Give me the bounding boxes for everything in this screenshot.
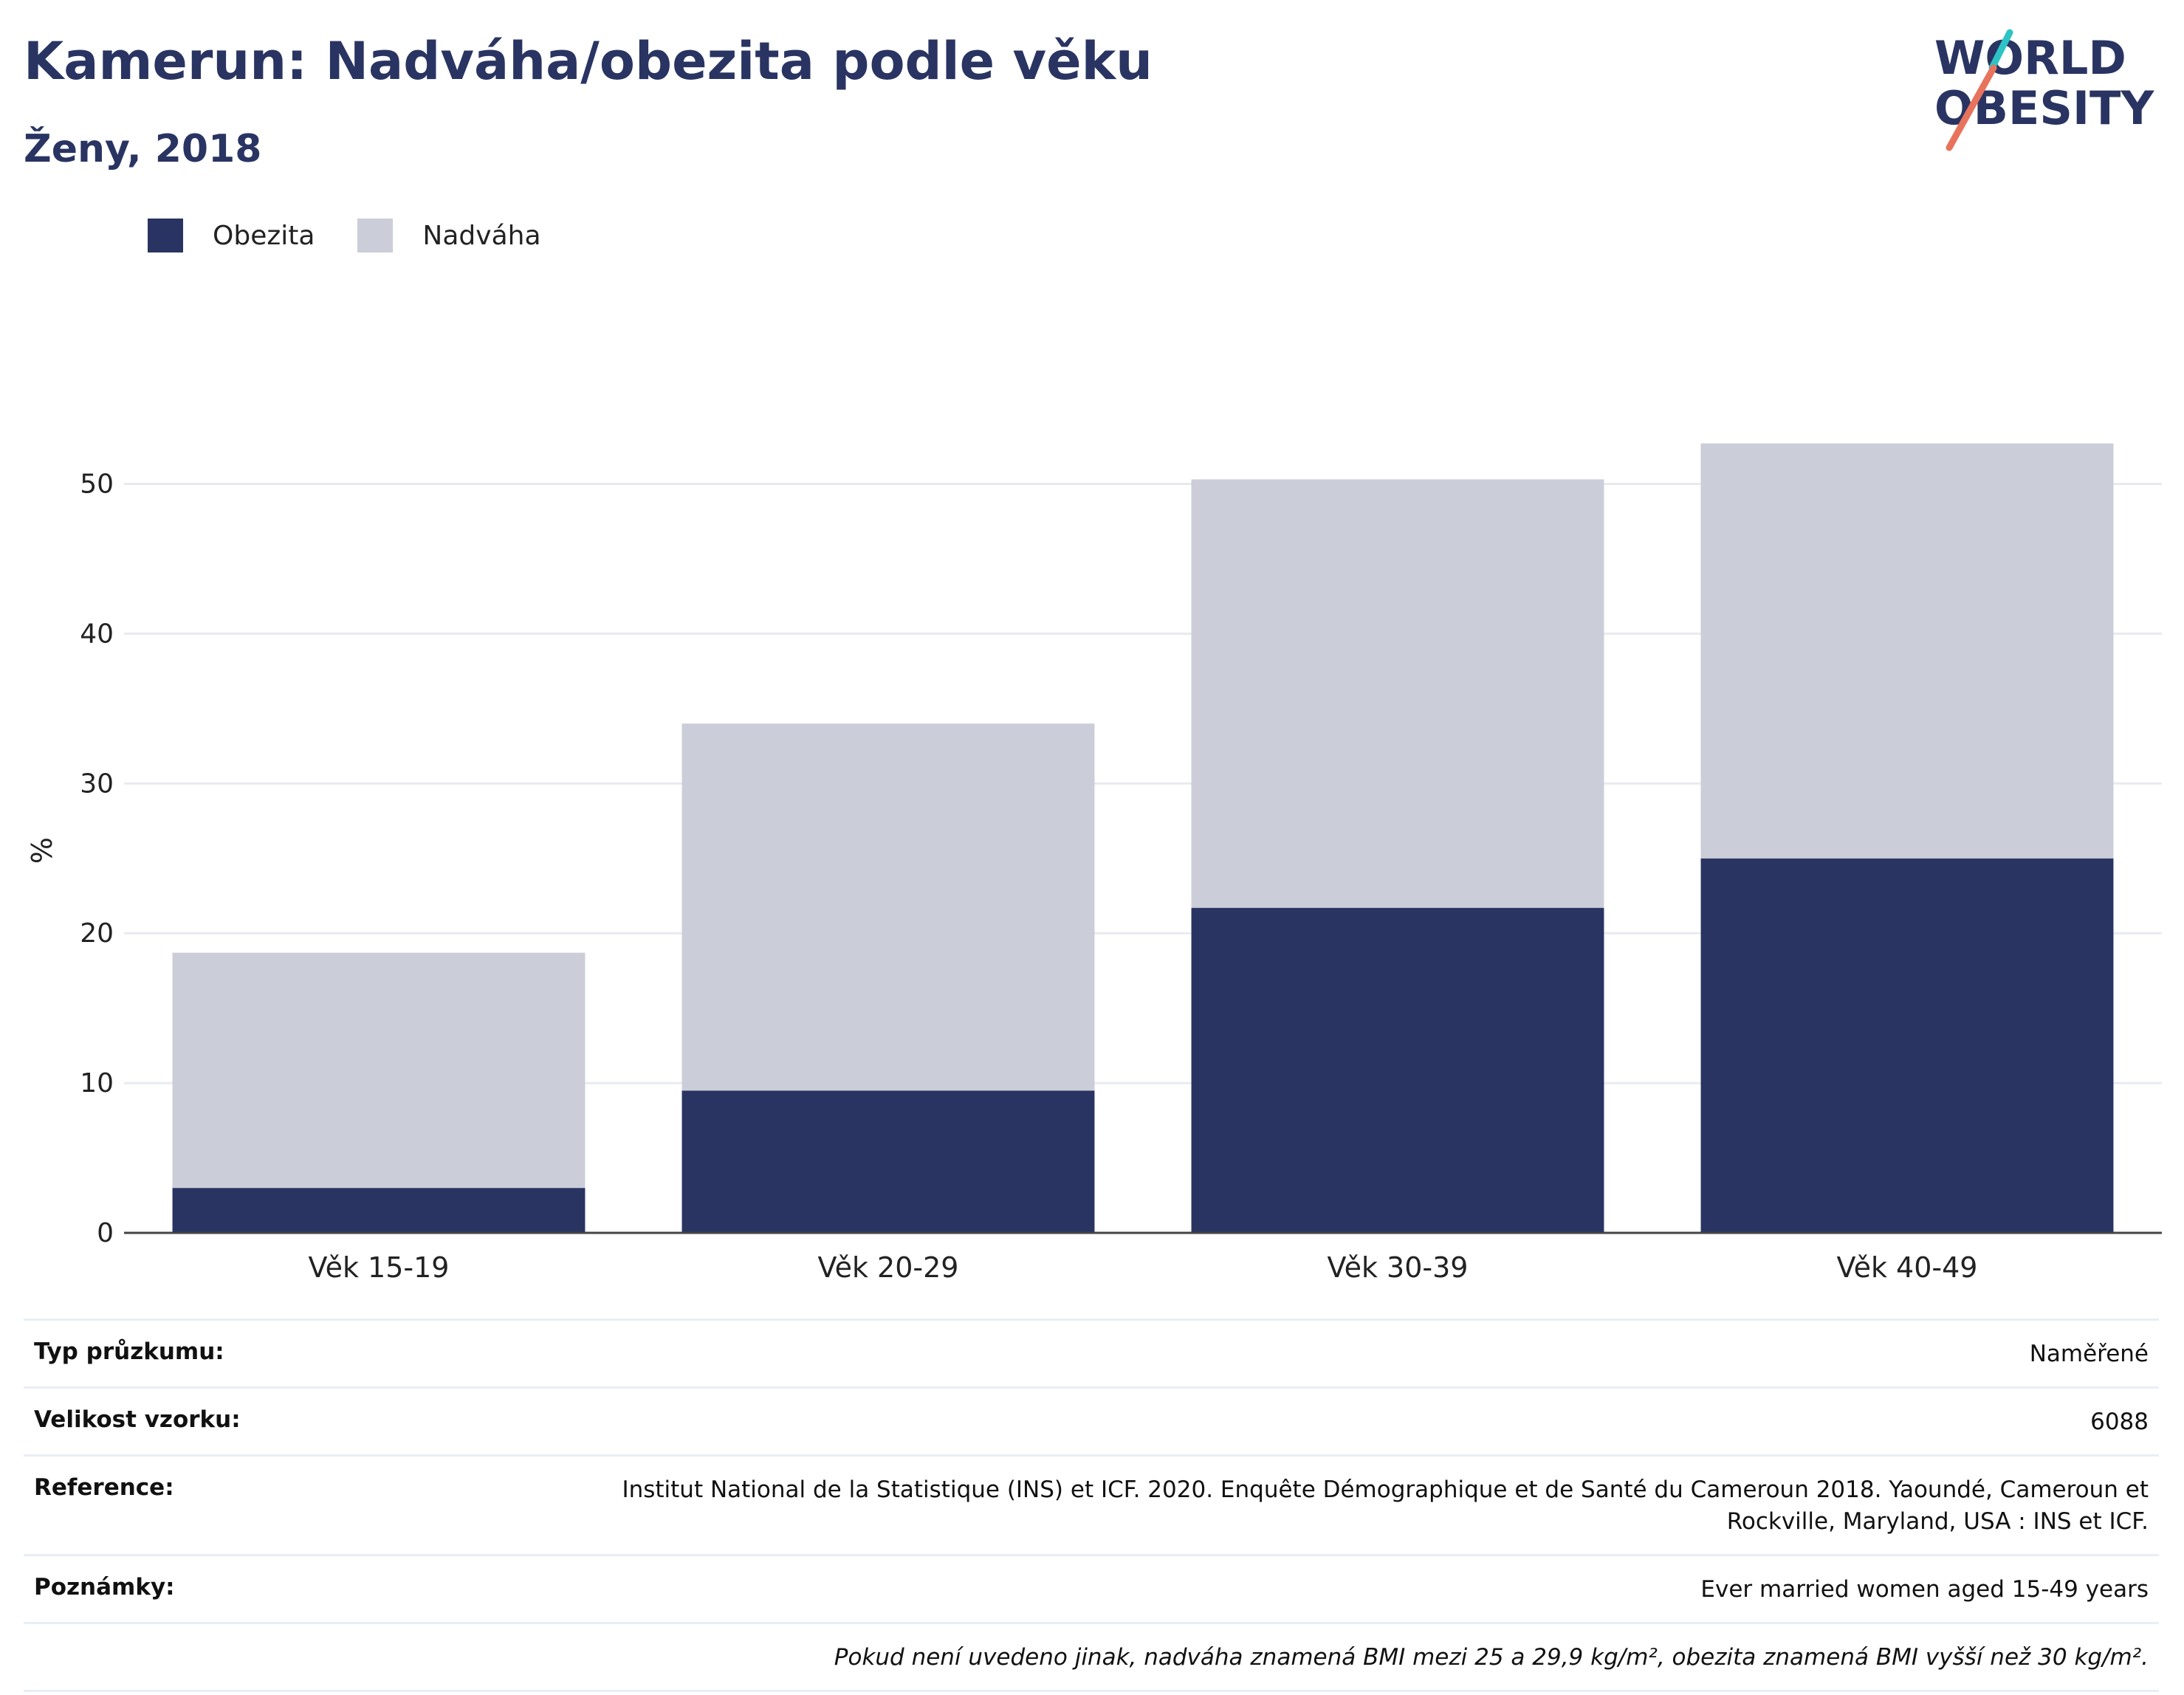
- x-tick-label: Věk 15-19: [309, 1251, 450, 1284]
- x-tick-label: Věk 30-39: [1328, 1251, 1469, 1284]
- chart-title: Kamerun: Nadváha/obezita podle věku: [24, 31, 1153, 92]
- reference-label: Reference:: [34, 1474, 174, 1501]
- y-tick-label: 0: [97, 1218, 114, 1248]
- y-tick-label: 10: [80, 1068, 114, 1099]
- y-tick-label: 30: [80, 769, 114, 799]
- legend-swatch-obesity: [148, 219, 183, 252]
- logo-slash-coral: [1946, 64, 1997, 151]
- legend-label-obesity: Obezita: [213, 220, 315, 251]
- y-tick-label: 50: [80, 469, 114, 499]
- legend-label-overweight: Nadváha: [422, 220, 541, 251]
- survey-type-value: Naměřené: [2029, 1341, 2149, 1367]
- legend-item-obesity: Obezita: [148, 219, 315, 252]
- x-tick-label: Věk 40-49: [1837, 1251, 1978, 1284]
- legend-item-overweight: Nadváha: [357, 219, 541, 252]
- logo-slash-teal: [1988, 29, 2013, 72]
- bar-overweight: [1700, 443, 2114, 859]
- bar-overweight: [681, 723, 1095, 1091]
- y-tick-label: 40: [80, 619, 114, 649]
- notes-row: Poznámky: Ever married women aged 15-49 …: [24, 1554, 2159, 1622]
- definition-note: Pokud není uvedeno jinak, nadváha znamen…: [834, 1644, 2149, 1671]
- bar-obesity: [172, 1188, 586, 1233]
- survey-type-label: Typ průzkumu:: [34, 1338, 224, 1365]
- world-obesity-logo: WORLD OBESITY: [1934, 29, 2154, 151]
- notes-value: Ever married women aged 15-49 years: [1700, 1576, 2149, 1603]
- sample-size-value: 6088: [2090, 1409, 2149, 1435]
- sample-size-label: Velikost vzorku:: [34, 1406, 241, 1433]
- y-tick-label: 20: [80, 918, 114, 949]
- reference-row: Reference: Institut National de la Stati…: [24, 1454, 2159, 1554]
- logo-line1: WORLD: [1934, 31, 2126, 85]
- bar-obesity: [1700, 858, 2114, 1233]
- y-axis-label: %: [26, 837, 58, 864]
- sample-size-row: Velikost vzorku: 6088: [24, 1386, 2159, 1454]
- x-tick-label: Věk 20-29: [818, 1251, 959, 1284]
- bar-overweight: [1191, 479, 1604, 908]
- bar-overweight: [172, 952, 586, 1189]
- legend-swatch-overweight: [357, 219, 394, 252]
- bar-obesity: [681, 1090, 1095, 1233]
- chart-subtitle: Ženy, 2018: [24, 127, 262, 171]
- chart-legend: Obezita Nadváha: [148, 219, 584, 252]
- definition-note-row: Pokud není uvedeno jinak, nadváha znamen…: [24, 1622, 2159, 1692]
- bar-chart: 0 10 20 30 40 50% Věk 15-19 Věk 20-29 Věk 30-39 V…: [26, 443, 2162, 1284]
- bar-obesity: [1191, 907, 1604, 1233]
- notes-label: Poznámky:: [34, 1574, 175, 1601]
- reference-value: Institut National de la Statistique (INS…: [622, 1476, 2149, 1535]
- survey-info-table: Typ průzkumu: Naměřené Velikost vzorku: …: [24, 1318, 2159, 1692]
- survey-type-row: Typ průzkumu: Naměřené: [24, 1318, 2159, 1386]
